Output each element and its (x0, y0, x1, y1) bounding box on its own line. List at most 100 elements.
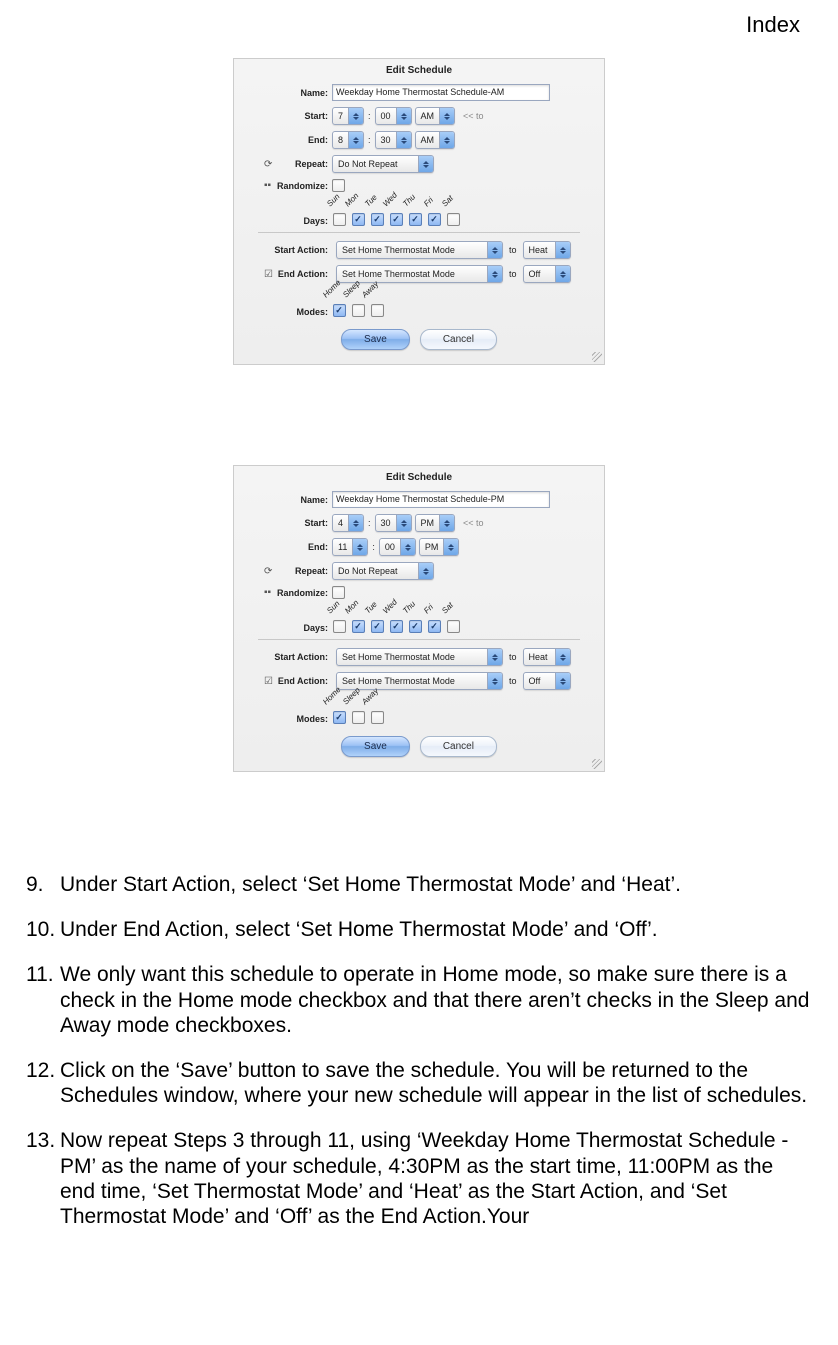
start-action-select[interactable]: Set Home Thermostat Mode (336, 648, 503, 666)
link-icon: ☑ (264, 676, 273, 687)
day-sat-checkbox[interactable] (447, 620, 460, 633)
end-action-select[interactable]: Set Home Thermostat Mode (336, 265, 503, 283)
item-text: We only want this schedule to operate in… (60, 962, 814, 1038)
name-input[interactable]: Weekday Home Thermostat Schedule-PM (332, 491, 550, 508)
end-minute-select[interactable]: 00 (379, 538, 416, 556)
chevron-updown-icon (443, 539, 458, 555)
mode-sleep-checkbox[interactable] (352, 304, 365, 317)
day-label: Thu (401, 192, 421, 212)
name-label: Name: (256, 495, 332, 505)
end-label: End: (256, 542, 332, 552)
chevron-updown-icon (487, 649, 502, 665)
save-button[interactable]: Save (341, 736, 410, 757)
day-wed-checkbox[interactable] (390, 620, 403, 633)
mode-away-checkbox[interactable] (371, 711, 384, 724)
day-tue-checkbox[interactable] (371, 213, 384, 226)
day-mon-checkbox[interactable] (352, 213, 365, 226)
chevron-updown-icon (348, 108, 363, 124)
end-hour-select[interactable]: 11 (332, 538, 368, 556)
link-icon: ☑ (264, 269, 273, 280)
modes-label: Modes: (256, 714, 332, 724)
resize-grip-icon[interactable] (592, 759, 602, 769)
end-minute-select[interactable]: 30 (375, 131, 412, 149)
modes-label: Modes: (256, 307, 332, 317)
day-mon-checkbox[interactable] (352, 620, 365, 633)
day-sat-checkbox[interactable] (447, 213, 460, 226)
repeat-select[interactable]: Do Not Repeat (332, 155, 434, 173)
day-thu-checkbox[interactable] (409, 213, 422, 226)
mode-home-checkbox[interactable] (333, 711, 346, 724)
divider (258, 639, 580, 640)
randomize-checkbox[interactable] (332, 586, 345, 599)
day-label: Mon (343, 191, 364, 212)
start-action-label: Start Action: (256, 652, 332, 662)
day-label: Fri (422, 196, 438, 212)
day-thu-checkbox[interactable] (409, 620, 422, 633)
chevron-updown-icon (487, 242, 502, 258)
name-label: Name: (256, 88, 332, 98)
randomize-checkbox[interactable] (332, 179, 345, 192)
day-sun-checkbox[interactable] (333, 620, 346, 633)
chevron-updown-icon (555, 266, 570, 282)
divider (258, 232, 580, 233)
day-tue-checkbox[interactable] (371, 620, 384, 633)
to-text: to (507, 652, 519, 662)
start-hint: << to (463, 111, 484, 121)
mode-home-checkbox[interactable] (333, 304, 346, 317)
start-action-value-select[interactable]: Heat (523, 241, 571, 259)
start-minute-select[interactable]: 00 (375, 107, 412, 125)
end-action-select[interactable]: Set Home Thermostat Mode (336, 672, 503, 690)
mode-away-checkbox[interactable] (371, 304, 384, 317)
chevron-updown-icon (555, 242, 570, 258)
mode-sleep-checkbox[interactable] (352, 711, 365, 724)
chevron-updown-icon (396, 132, 411, 148)
repeat-icon: ⟳ (264, 159, 272, 170)
chevron-updown-icon (418, 563, 433, 579)
repeat-select[interactable]: Do Not Repeat (332, 562, 434, 580)
time-colon: : (367, 518, 372, 528)
day-label: Wed (381, 191, 402, 212)
days-row: Sun Mon Tue Wed Thu Fri Sat (332, 605, 460, 633)
day-fri-checkbox[interactable] (428, 620, 441, 633)
item-number: 10. (26, 917, 60, 942)
start-ampm-select[interactable]: PM (415, 514, 456, 532)
day-label: Sat (440, 194, 458, 212)
item-number: 11. (26, 962, 60, 1038)
start-action-select[interactable]: Set Home Thermostat Mode (336, 241, 503, 259)
time-colon: : (367, 111, 372, 121)
end-ampm-select[interactable]: AM (415, 131, 456, 149)
end-hour-select[interactable]: 8 (332, 131, 364, 149)
day-wed-checkbox[interactable] (390, 213, 403, 226)
day-sun-checkbox[interactable] (333, 213, 346, 226)
day-fri-checkbox[interactable] (428, 213, 441, 226)
start-ampm-select[interactable]: AM (415, 107, 456, 125)
edit-schedule-dialog-pm: Edit Schedule Name: Weekday Home Thermos… (233, 465, 605, 772)
start-hint: << to (463, 518, 484, 528)
chevron-updown-icon (400, 539, 415, 555)
days-row: Sun Mon Tue Wed Thu Fri Sat (332, 198, 460, 226)
item-text: Under Start Action, select ‘Set Home The… (60, 872, 814, 897)
start-hour-select[interactable]: 4 (332, 514, 364, 532)
edit-schedule-dialog-am: Edit Schedule Name: Weekday Home Thermos… (233, 58, 605, 365)
day-label: Mon (343, 598, 364, 619)
start-minute-select[interactable]: 30 (375, 514, 412, 532)
name-input[interactable]: Weekday Home Thermostat Schedule-AM (332, 84, 550, 101)
cancel-button[interactable]: Cancel (420, 736, 497, 757)
end-ampm-select[interactable]: PM (419, 538, 460, 556)
chevron-updown-icon (439, 515, 454, 531)
day-label: Tue (364, 600, 383, 619)
save-button[interactable]: Save (341, 329, 410, 350)
start-hour-select[interactable]: 7 (332, 107, 364, 125)
item-text: Under End Action, select ‘Set Home Therm… (60, 917, 814, 942)
day-label: Thu (401, 599, 421, 619)
end-action-value-select[interactable]: Off (523, 265, 571, 283)
list-item: 10. Under End Action, select ‘Set Home T… (26, 917, 814, 942)
list-item: 12. Click on the ‘Save’ button to save t… (26, 1058, 814, 1108)
start-action-value-select[interactable]: Heat (523, 648, 571, 666)
end-action-value-select[interactable]: Off (523, 672, 571, 690)
days-label: Days: (256, 623, 332, 633)
cancel-button[interactable]: Cancel (420, 329, 497, 350)
dialog-title: Edit Schedule (234, 59, 604, 84)
day-label: Sun (325, 192, 345, 212)
resize-grip-icon[interactable] (592, 352, 602, 362)
